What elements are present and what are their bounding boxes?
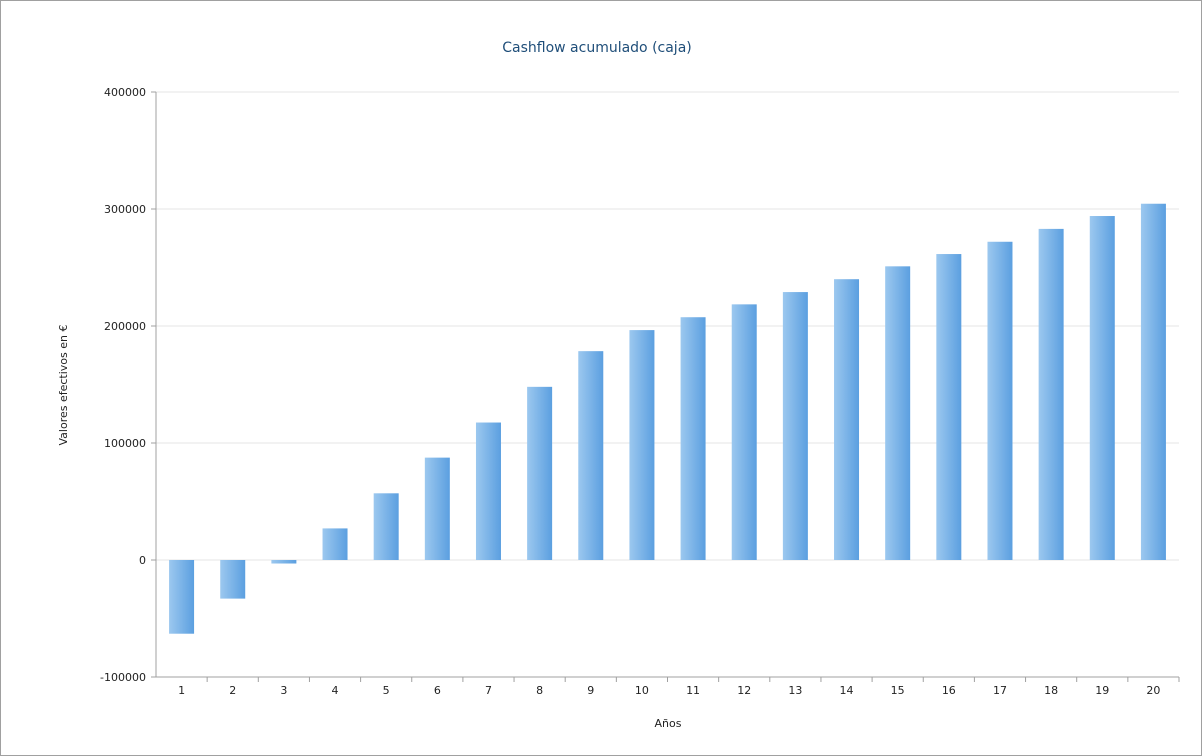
bar xyxy=(782,292,808,560)
x-tick-label: 3 xyxy=(280,684,287,697)
bar xyxy=(373,493,399,560)
x-tick-label: 12 xyxy=(737,684,751,697)
bar xyxy=(475,422,501,560)
bar xyxy=(322,528,348,560)
x-tick-label: 10 xyxy=(635,684,649,697)
x-tick-label: 4 xyxy=(332,684,339,697)
x-tick-label: 7 xyxy=(485,684,492,697)
x-axis-label: Años xyxy=(655,717,682,730)
bar xyxy=(731,304,757,560)
y-tick-label: 0 xyxy=(139,554,146,567)
x-tick-label: 8 xyxy=(536,684,543,697)
x-tick-label: 14 xyxy=(840,684,854,697)
bar xyxy=(1038,228,1064,560)
gridlines xyxy=(156,91,1179,561)
bar xyxy=(220,560,246,599)
bars xyxy=(169,203,1166,634)
x-tick-label: 15 xyxy=(891,684,905,697)
x-tick-label: 17 xyxy=(993,684,1007,697)
bar xyxy=(169,560,195,634)
x-tick-label: 20 xyxy=(1146,684,1160,697)
y-tick-label: 100000 xyxy=(104,437,146,450)
bar xyxy=(629,330,655,560)
x-tick-label: 2 xyxy=(229,684,236,697)
axes xyxy=(151,91,1180,682)
bar xyxy=(271,560,297,564)
bar xyxy=(885,266,911,560)
x-tick-label: 5 xyxy=(383,684,390,697)
y-axis-label: Valores efectivos en € xyxy=(57,324,70,445)
bar xyxy=(424,457,450,560)
y-tick-label: 300000 xyxy=(104,203,146,216)
y-tick-label: -100000 xyxy=(100,671,146,684)
bar xyxy=(1089,216,1115,560)
bar xyxy=(527,386,553,560)
y-tick-label: 200000 xyxy=(104,320,146,333)
y-tick-label: 400000 xyxy=(104,86,146,99)
bar xyxy=(834,279,860,560)
chart-title: Cashflow acumulado (caja) xyxy=(502,40,692,56)
x-tick-label: 11 xyxy=(686,684,700,697)
x-tick-label: 18 xyxy=(1044,684,1058,697)
x-tick-label: 13 xyxy=(788,684,802,697)
bar xyxy=(987,241,1013,560)
x-tick-label: 19 xyxy=(1095,684,1109,697)
bar xyxy=(680,317,706,560)
x-tick-label: 1 xyxy=(178,684,185,697)
bar xyxy=(1140,203,1166,561)
bar xyxy=(936,254,962,561)
bar xyxy=(578,351,604,560)
x-tick-label: 16 xyxy=(942,684,956,697)
x-tick-label: 6 xyxy=(434,684,441,697)
x-tick-label: 9 xyxy=(587,684,594,697)
